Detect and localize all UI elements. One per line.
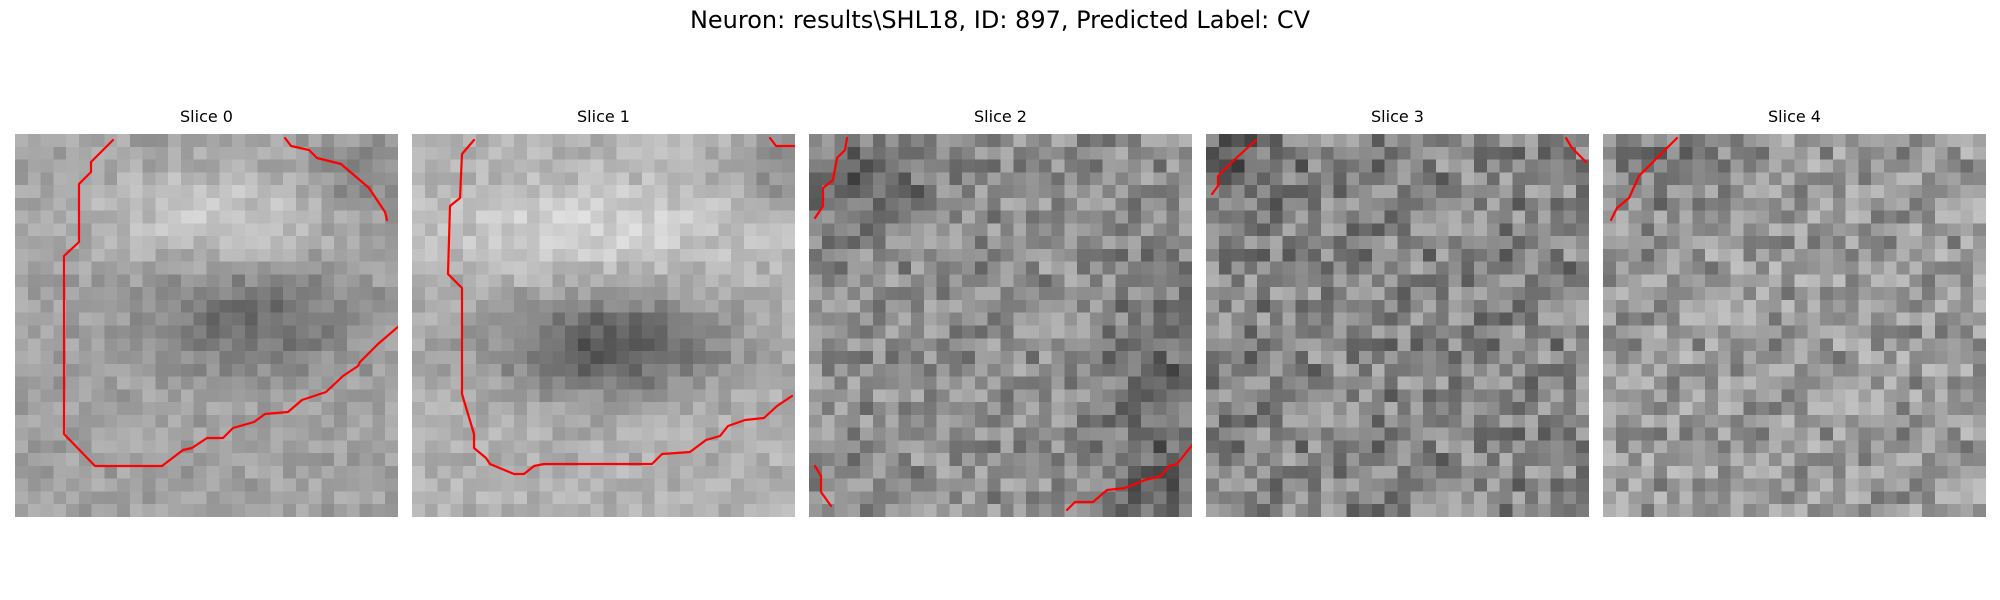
slice-panel-1: Slice 1 bbox=[412, 107, 795, 517]
contour-overlay bbox=[1210, 136, 1588, 196]
contour-overlay bbox=[813, 136, 1192, 512]
contour-line bbox=[283, 136, 389, 222]
contour-line bbox=[446, 138, 794, 476]
slice-panel-4: Slice 4 bbox=[1603, 107, 1986, 517]
grayscale-image bbox=[412, 134, 795, 517]
slice-title: Slice 1 bbox=[577, 107, 630, 126]
figure-title: Neuron: results\SHL18, ID: 897, Predicte… bbox=[689, 6, 1311, 34]
slice-panel-3: Slice 3 bbox=[1206, 107, 1589, 517]
slice-title: Slice 2 bbox=[974, 107, 1027, 126]
slice-title: Slice 3 bbox=[1371, 107, 1424, 126]
contour-line bbox=[1609, 136, 1679, 222]
slice-panel-2: Slice 2 bbox=[809, 107, 1192, 517]
contour-line bbox=[62, 138, 398, 468]
grayscale-image bbox=[1603, 134, 1986, 517]
contour-line bbox=[1564, 136, 1588, 164]
slice-panel-0: Slice 0 bbox=[15, 107, 398, 517]
contour-overlay bbox=[446, 136, 795, 476]
grayscale-image bbox=[809, 134, 1192, 517]
contour-line bbox=[813, 136, 849, 220]
contour-line bbox=[1065, 443, 1192, 512]
contour-line bbox=[1210, 138, 1258, 196]
contour-line bbox=[813, 464, 833, 508]
grayscale-image bbox=[1206, 134, 1589, 517]
slice-title: Slice 0 bbox=[180, 107, 233, 126]
contour-overlay bbox=[1609, 136, 1679, 222]
contour-line bbox=[768, 136, 795, 148]
slice-title: Slice 4 bbox=[1768, 107, 1821, 126]
contour-overlay bbox=[62, 136, 398, 468]
